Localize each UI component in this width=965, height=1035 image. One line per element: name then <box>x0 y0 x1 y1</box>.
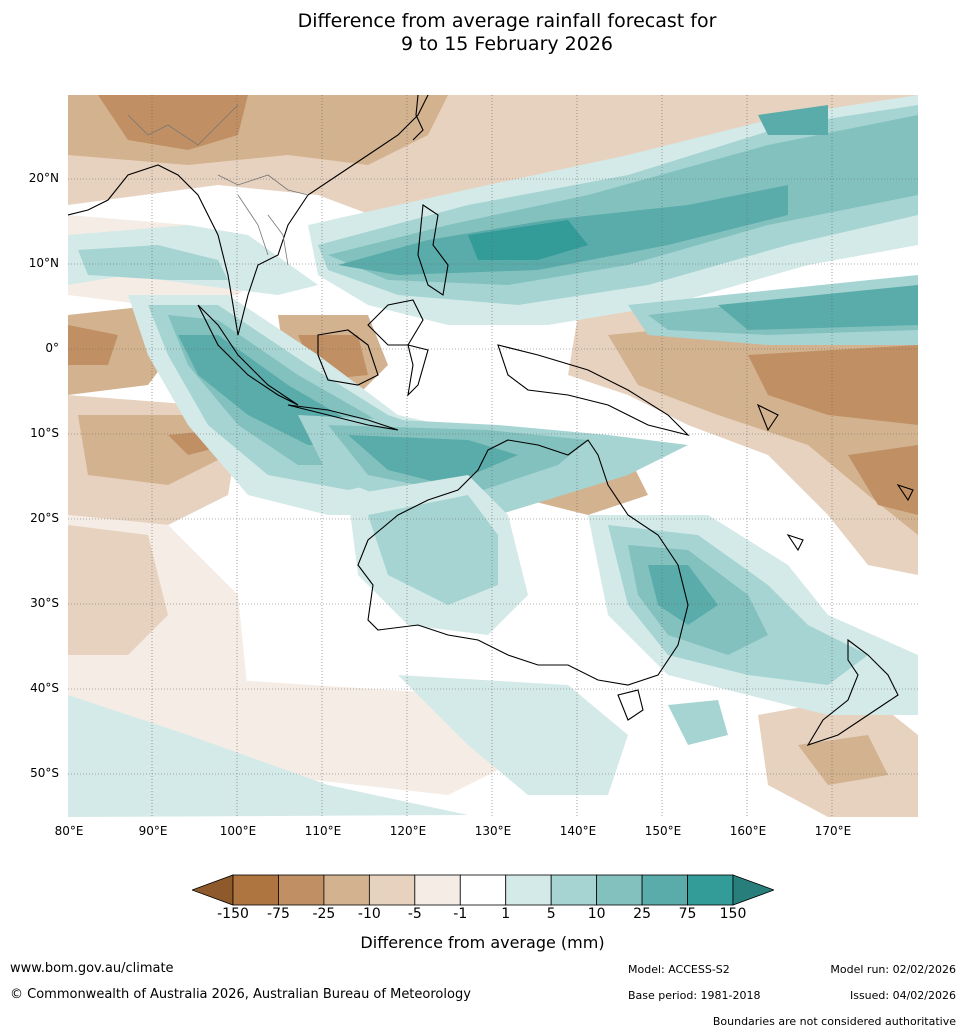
rainfall-anomaly-fields <box>68 95 918 817</box>
graticule <box>68 95 918 817</box>
colorbar-tick-label: -5 <box>407 906 422 922</box>
lon-label: 110°E <box>304 824 342 838</box>
colorbar-tick-label: 25 <box>633 906 651 922</box>
colorbar-tick-label: -75 <box>267 906 290 922</box>
colorbar-bin <box>368 874 416 906</box>
map-title: Difference from average rainfall forecas… <box>0 10 965 56</box>
colorbar-tick-label: -10 <box>357 906 381 922</box>
footer-issued: Issued: 04/02/2026 <box>849 989 956 1002</box>
lon-label: 90°E <box>138 824 168 838</box>
colorbar-tick-label: 10 <box>587 906 606 922</box>
lat-label: 30°S <box>30 596 59 610</box>
lon-label: 130°E <box>474 824 512 838</box>
lon-label: 140°E <box>559 824 597 838</box>
colorbar-tick-label: -25 <box>312 906 336 922</box>
colorbar-tick-label: 5 <box>546 906 556 922</box>
footer-url[interactable]: www.bom.gov.au/climate <box>10 961 174 976</box>
lon-label: 150°E <box>644 824 682 838</box>
colorbar-tick-label: 75 <box>678 906 697 922</box>
colorbar-bin <box>505 874 552 906</box>
colorbar <box>192 874 774 906</box>
footer-boundaries: Boundaries are not considered authoritat… <box>712 1015 956 1028</box>
footer-model: Model: ACCESS-S2 <box>628 963 730 976</box>
lat-label: 40°S <box>30 681 59 695</box>
lon-label: 100°E <box>219 824 257 838</box>
colorbar-bin <box>596 874 643 906</box>
colorbar-bin <box>550 874 598 906</box>
lon-label: 80°E <box>54 824 84 838</box>
map-svg <box>68 95 918 817</box>
title-line-1: Difference from average rainfall forecas… <box>297 10 717 32</box>
colorbar-tick-label: -1 <box>453 906 468 922</box>
footer-copyright: © Commonwealth of Australia 2026, Austra… <box>10 987 471 1002</box>
colorbar-bin <box>323 874 370 906</box>
title-line-2: 9 to 15 February 2026 <box>400 33 614 55</box>
colorbar-label: Difference from average (mm) <box>360 933 605 952</box>
lat-label: 20°S <box>30 511 59 525</box>
colorbar-bin <box>414 874 461 906</box>
colorbar-bin <box>232 874 279 906</box>
coastlines <box>68 95 914 746</box>
lat-label: 0° <box>45 341 59 355</box>
country-borders <box>127 104 309 266</box>
lat-label: 10°N <box>28 256 59 270</box>
footer-model-run: Model run: 02/02/2026 <box>830 963 956 976</box>
colorbar-bin <box>459 874 507 906</box>
lon-label: 170°E <box>814 824 852 838</box>
lat-label: 20°N <box>28 171 59 185</box>
colorbar-tick-label: 1 <box>501 906 511 922</box>
colorbar-tick-label: 150 <box>719 906 747 922</box>
colorbar-bin <box>687 874 734 906</box>
footer-base-period: Base period: 1981-2018 <box>628 989 761 1002</box>
lat-label: 10°S <box>30 426 59 440</box>
colorbar-bin <box>278 874 325 906</box>
colorbar-bin <box>641 874 688 906</box>
colorbar-tick-label: -150 <box>217 906 249 922</box>
colorbar-arrow-low <box>192 874 234 906</box>
lon-label: 120°E <box>389 824 427 838</box>
lat-label: 50°S <box>30 766 59 780</box>
rainfall-anomaly-map <box>68 95 918 817</box>
lon-label: 160°E <box>729 824 767 838</box>
colorbar-arrow-high <box>732 874 774 906</box>
